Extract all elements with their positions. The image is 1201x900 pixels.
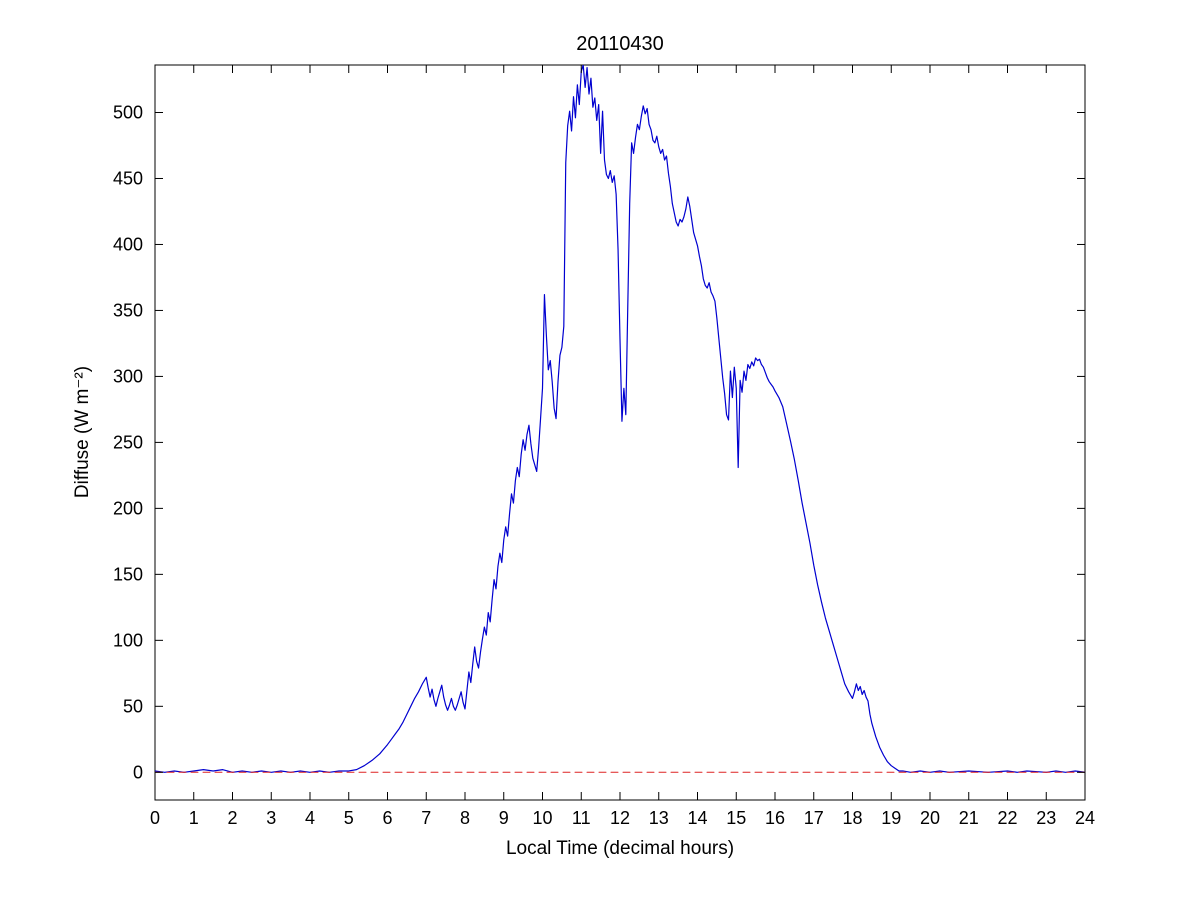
x-tick-label: 11 bbox=[572, 808, 591, 828]
y-tick-label: 200 bbox=[113, 498, 143, 518]
x-tick-label: 9 bbox=[499, 808, 509, 828]
y-tick-label: 150 bbox=[113, 564, 143, 584]
x-tick-label: 12 bbox=[610, 808, 630, 828]
x-tick-label: 10 bbox=[532, 808, 552, 828]
y-tick-label: 400 bbox=[113, 234, 143, 254]
y-tick-label: 100 bbox=[113, 630, 143, 650]
y-axis-label: Diffuse (W m⁻²) bbox=[72, 366, 93, 498]
y-tick-label: 300 bbox=[113, 366, 143, 386]
y-tick-label: 500 bbox=[113, 103, 143, 123]
x-tick-label: 20 bbox=[920, 808, 940, 828]
x-tick-label: 1 bbox=[189, 808, 199, 828]
x-tick-label: 6 bbox=[382, 808, 392, 828]
y-tick-label: 50 bbox=[123, 696, 143, 716]
x-tick-label: 13 bbox=[649, 808, 669, 828]
x-tick-label: 5 bbox=[344, 808, 354, 828]
x-tick-label: 0 bbox=[150, 808, 160, 828]
x-tick-label: 4 bbox=[305, 808, 315, 828]
x-tick-label: 3 bbox=[266, 808, 276, 828]
plot-area bbox=[154, 64, 1086, 801]
x-tick-label: 7 bbox=[421, 808, 431, 828]
x-axis-label: Local Time (decimal hours) bbox=[506, 838, 734, 859]
y-tick-label: 450 bbox=[113, 168, 143, 188]
x-tick-label: 14 bbox=[687, 808, 707, 828]
series-group bbox=[155, 65, 1085, 773]
x-tick-label: 2 bbox=[227, 808, 237, 828]
y-tick-label: 0 bbox=[133, 762, 143, 782]
x-tick-label: 8 bbox=[460, 808, 470, 828]
x-tick-label: 24 bbox=[1075, 808, 1095, 828]
ticks-group bbox=[154, 65, 1086, 800]
x-tick-label: 19 bbox=[881, 808, 901, 828]
series-path-diffuse-irradiance bbox=[155, 65, 1085, 773]
x-tick-label: 15 bbox=[726, 808, 746, 828]
y-tick-label: 250 bbox=[113, 432, 143, 452]
x-tick-label: 21 bbox=[959, 808, 979, 828]
x-tick-label: 16 bbox=[765, 808, 785, 828]
x-tick-label: 17 bbox=[804, 808, 824, 828]
x-tick-label: 23 bbox=[1036, 808, 1056, 828]
tick-labels-group: 0 1 2 3 4 5 6 7 8 9 10 11 12 13 14 15 16 17 18 19 20 21 22 23 24… bbox=[113, 103, 1095, 828]
chart-title: 20110430 bbox=[576, 33, 664, 55]
x-tick-label: 18 bbox=[842, 808, 862, 828]
y-tick-label: 350 bbox=[113, 300, 143, 320]
x-tick-label: 22 bbox=[997, 808, 1017, 828]
